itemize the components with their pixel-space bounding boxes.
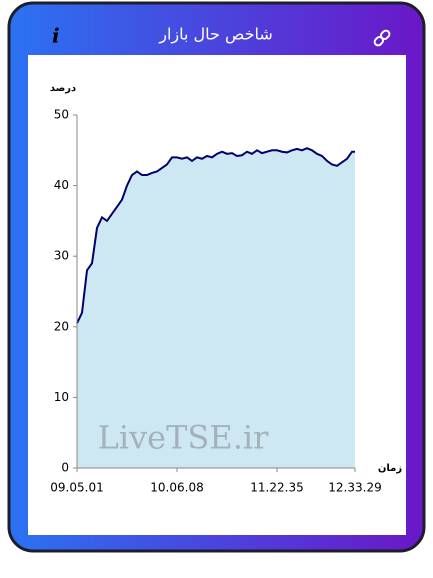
area bbox=[77, 148, 355, 468]
info-icon[interactable]: i bbox=[52, 24, 60, 48]
line bbox=[76, 147, 355, 324]
link-icon[interactable] bbox=[373, 29, 391, 47]
watermark: LiveTSE.ir bbox=[98, 419, 270, 457]
x-tick-label: 11.22.35 bbox=[250, 481, 303, 495]
y-tick-label: 50 bbox=[54, 108, 69, 122]
x-tick-label: 10.06.08 bbox=[150, 481, 203, 495]
chart: 0 10 20 30 40 50 09.05.01 10.06.08 11.22.35 12.33… bbox=[50, 83, 403, 495]
y-tick-label: 40 bbox=[54, 178, 69, 192]
x-tick-label: 12.33.29 bbox=[328, 481, 381, 495]
y-tick-label: 30 bbox=[54, 249, 69, 263]
x-axis-label: زمان bbox=[378, 463, 402, 474]
y-axis-label: درصد bbox=[50, 83, 76, 94]
y-tick-label: 10 bbox=[54, 390, 69, 404]
x-tick-label: 09.05.01 bbox=[50, 481, 103, 495]
title: شاخص حال بازار bbox=[158, 25, 273, 45]
y-tick-label: 0 bbox=[61, 461, 69, 475]
y-tick-label: 20 bbox=[54, 319, 69, 333]
